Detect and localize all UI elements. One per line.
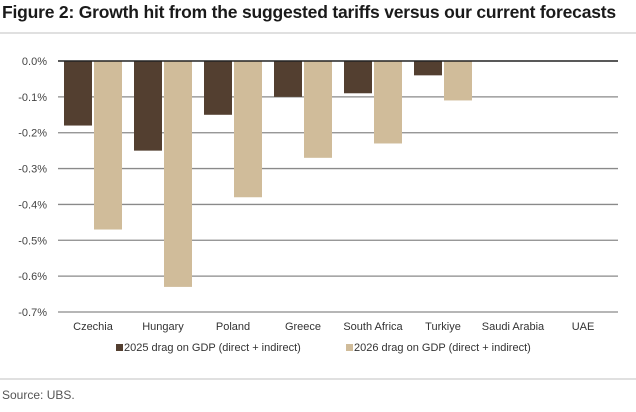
- bar-2025: [134, 61, 162, 151]
- bar-chart: 0.0% -0.1% -0.2% -0.3% -0.4% -0.5% -0.6% -0.7% C…: [18, 56, 618, 354]
- bar-2026: [164, 61, 192, 287]
- y-tick-label: -0.6%: [18, 271, 47, 283]
- legend-label-2025: 2025 drag on GDP (direct + indirect): [124, 342, 301, 354]
- x-category-label: Poland: [216, 321, 250, 333]
- x-category-label: Hungary: [142, 321, 184, 333]
- bar-2025: [64, 61, 92, 126]
- y-tick-label: -0.5%: [18, 235, 47, 247]
- bars: [64, 61, 472, 287]
- legend-swatch-2026: [346, 344, 353, 351]
- y-tick-label: -0.7%: [18, 307, 47, 319]
- bar-2026: [444, 61, 472, 101]
- bar-2026: [304, 61, 332, 158]
- x-category-label: South Africa: [343, 321, 403, 333]
- bar-2026: [94, 61, 122, 230]
- bar-2026: [374, 61, 402, 144]
- bar-2025: [344, 61, 372, 94]
- bar-2025: [204, 61, 232, 115]
- y-tick-label: -0.4%: [18, 199, 47, 211]
- labels: 0.0% -0.1% -0.2% -0.3% -0.4% -0.5% -0.6% -0.7% C…: [18, 56, 594, 333]
- x-category-label: UAE: [572, 321, 595, 333]
- y-tick-label: -0.1%: [18, 92, 47, 104]
- title-divider: [0, 32, 636, 34]
- x-category-label: Greece: [285, 321, 321, 333]
- legend-label-2026: 2026 drag on GDP (direct + indirect): [354, 342, 531, 354]
- bar-2026: [234, 61, 262, 198]
- legend: 2025 drag on GDP (direct + indirect) 2026…: [116, 342, 531, 354]
- bar-2025: [274, 61, 302, 97]
- x-category-label: Saudi Arabia: [482, 321, 545, 333]
- bar-2025: [414, 61, 442, 76]
- y-tick-label: -0.3%: [18, 164, 47, 176]
- x-category-label: Czechia: [73, 321, 114, 333]
- legend-swatch-2025: [116, 344, 123, 351]
- source-note: Source: UBS.: [2, 388, 75, 402]
- source-divider: [0, 378, 636, 380]
- y-tick-label: 0.0%: [22, 56, 47, 68]
- figure-title: Figure 2: Growth hit from the suggested …: [2, 2, 616, 22]
- x-category-label: Turkiye: [425, 321, 461, 333]
- y-tick-label: -0.2%: [18, 128, 47, 140]
